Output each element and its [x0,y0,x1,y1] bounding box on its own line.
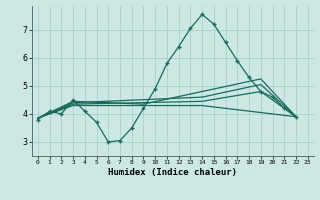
X-axis label: Humidex (Indice chaleur): Humidex (Indice chaleur) [108,168,237,177]
